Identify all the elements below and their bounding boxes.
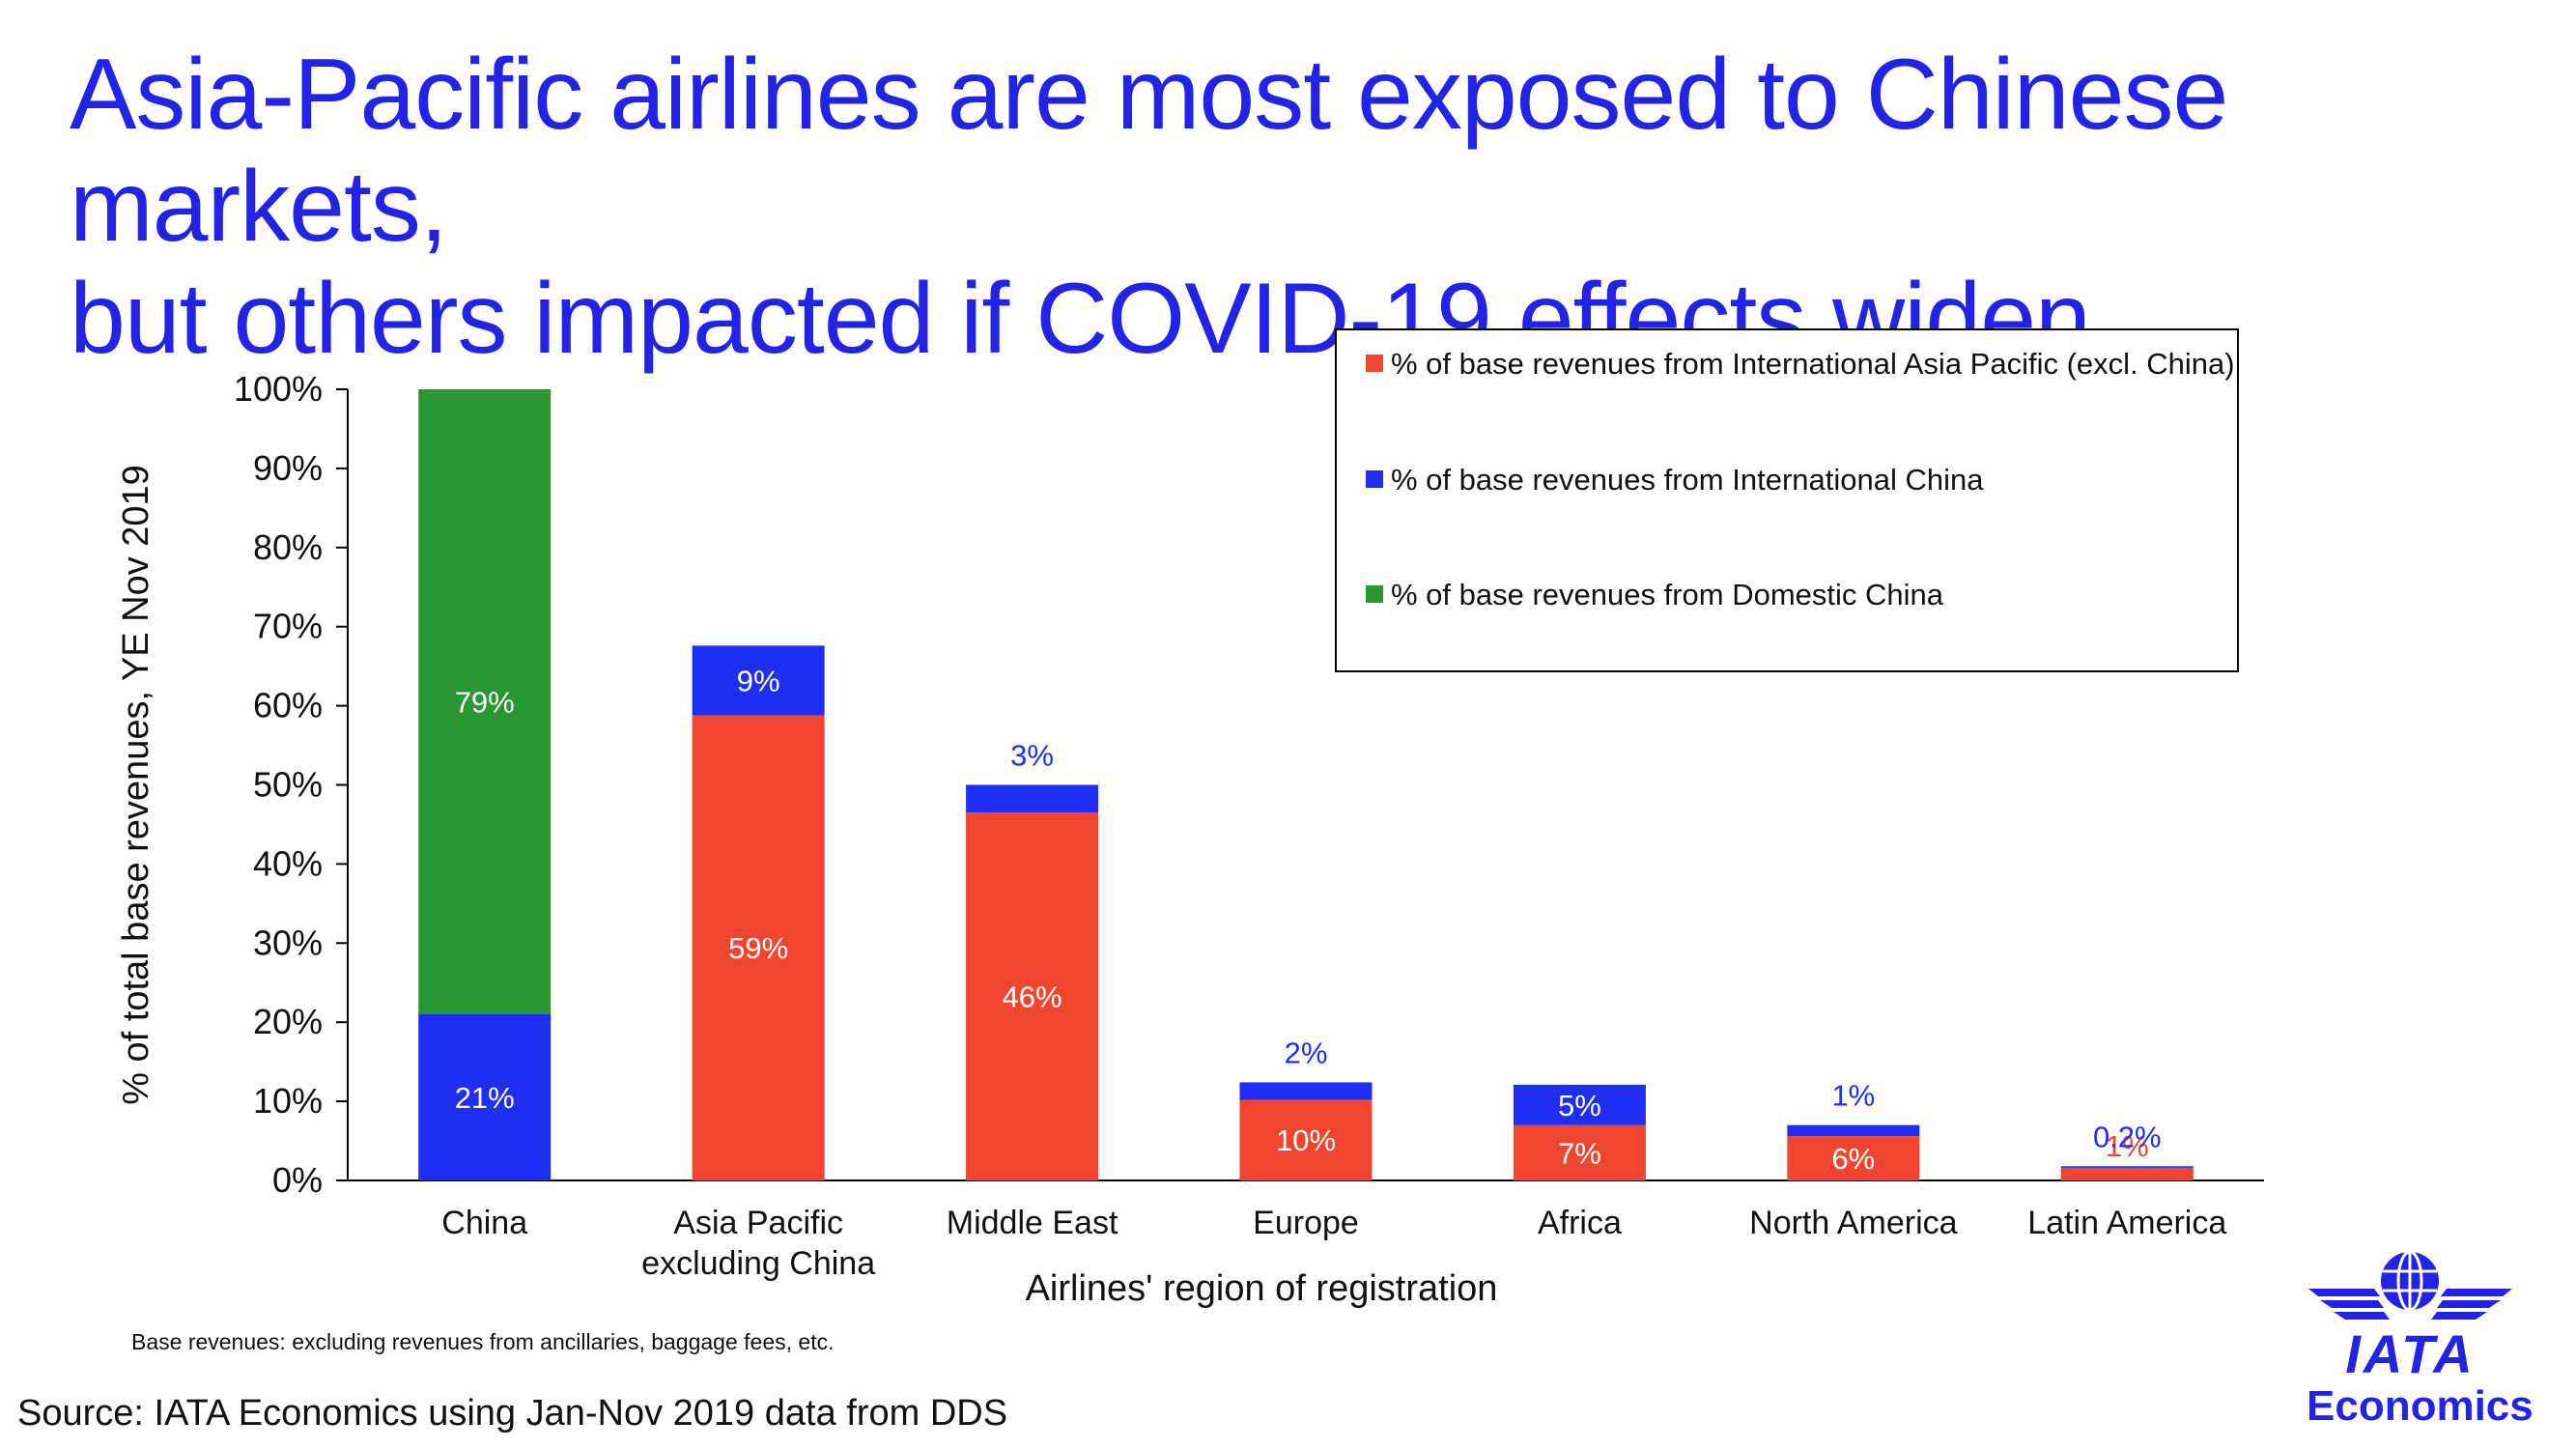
- legend-label-intl-asia-pacific: % of base revenues from International As…: [1391, 347, 2235, 381]
- legend-item-intl-asia-pacific: % of base revenues from International As…: [1366, 344, 2241, 384]
- x-tick-label: China: [441, 1205, 527, 1241]
- economics-wordmark: Economics: [2307, 1382, 2534, 1430]
- y-tick-label: 10%: [253, 1081, 323, 1121]
- data-label: 9%: [737, 664, 780, 697]
- bar-segment-intl_china: [418, 1014, 552, 1180]
- data-label: 0.2%: [2093, 1120, 2162, 1153]
- data-label: 79%: [455, 686, 515, 720]
- y-tick-label: 80%: [253, 527, 323, 567]
- bar-segment-intl_asia_pacific: [966, 812, 1099, 1180]
- x-tick-label: Latin America: [2027, 1205, 2226, 1241]
- bar-segment-intl_china: [966, 784, 1099, 813]
- y-tick-label: 100%: [234, 369, 323, 409]
- x-axis-title: Airlines' region of registration: [1026, 1268, 1498, 1309]
- x-tick-label: excluding China: [641, 1245, 875, 1282]
- data-label: 1%: [1831, 1079, 1875, 1113]
- data-label: 46%: [1003, 980, 1062, 1014]
- legend-label-domestic-china: % of base revenues from Domestic China: [1391, 578, 1944, 611]
- iata-wordmark: IATA: [2345, 1323, 2476, 1384]
- footnote: Base revenues: excluding revenues from a…: [131, 1329, 835, 1354]
- bar-segment-intl_china: [1787, 1124, 1920, 1137]
- data-label: 10%: [1276, 1123, 1336, 1157]
- bar-segment-intl_china: [1513, 1084, 1646, 1125]
- bar-segment-domestic_china: [418, 389, 552, 1015]
- legend-label-intl-china: % of base revenues from International Ch…: [1391, 463, 1984, 497]
- bar-segment-intl_asia_pacific: [692, 715, 825, 1180]
- data-label: 2%: [1285, 1036, 1328, 1069]
- y-tick-label: 40%: [253, 843, 323, 883]
- data-label: 5%: [1558, 1089, 1601, 1122]
- legend-item-domestic-china: % of base revenues from Domestic China: [1366, 575, 2241, 615]
- data-label: 59%: [728, 931, 788, 965]
- y-tick-label: 20%: [253, 1002, 323, 1041]
- legend-item-intl-china: % of base revenues from International Ch…: [1366, 460, 2241, 500]
- y-axis-title: % of total base revenues, YE Nov 2019: [116, 465, 156, 1105]
- data-label: 21%: [455, 1081, 515, 1115]
- title-line-1: Asia-Pacific airlines are most exposed t…: [70, 39, 2228, 263]
- data-label: 1%: [2106, 1129, 2149, 1163]
- legend-swatch-intl-asia-pacific: [1366, 355, 1383, 372]
- y-tick-label: 0%: [272, 1160, 323, 1200]
- y-tick-label: 60%: [253, 686, 323, 725]
- y-tick-label: 70%: [253, 607, 323, 646]
- data-label: 7%: [1558, 1136, 1601, 1170]
- x-tick-label: Africa: [1538, 1205, 1622, 1241]
- legend-swatch-domestic-china: [1366, 585, 1383, 603]
- bar-segment-intl_asia_pacific: [1239, 1099, 1373, 1180]
- x-tick-label: North America: [1749, 1205, 1957, 1241]
- bar-segment-intl_china: [1239, 1082, 1373, 1100]
- iata-logo: IATA Economics: [2307, 1248, 2534, 1430]
- y-tick-label: 50%: [253, 765, 323, 805]
- x-tick-label: Middle East: [947, 1205, 1118, 1241]
- chart-legend: % of base revenues from International As…: [1335, 328, 2239, 672]
- x-tick-label: Europe: [1253, 1205, 1359, 1241]
- data-label: 6%: [1831, 1142, 1875, 1176]
- data-label: 3%: [1010, 739, 1054, 773]
- bar-segment-intl_china: [2060, 1166, 2194, 1168]
- legend-swatch-intl-china: [1366, 470, 1383, 488]
- globe-wings-icon: [2308, 1250, 2512, 1320]
- bar-segment-intl_asia_pacific: [1513, 1124, 1646, 1180]
- bar-segment-intl_asia_pacific: [2060, 1167, 2194, 1180]
- y-tick-label: 30%: [253, 923, 323, 962]
- bar-segment-intl_china: [692, 645, 825, 716]
- x-tick-label: Asia Pacific: [673, 1205, 843, 1241]
- bar-segment-intl_asia_pacific: [1787, 1136, 1920, 1180]
- y-tick-label: 90%: [253, 448, 323, 488]
- source-note: Source: IATA Economics using Jan-Nov 201…: [17, 1393, 1008, 1434]
